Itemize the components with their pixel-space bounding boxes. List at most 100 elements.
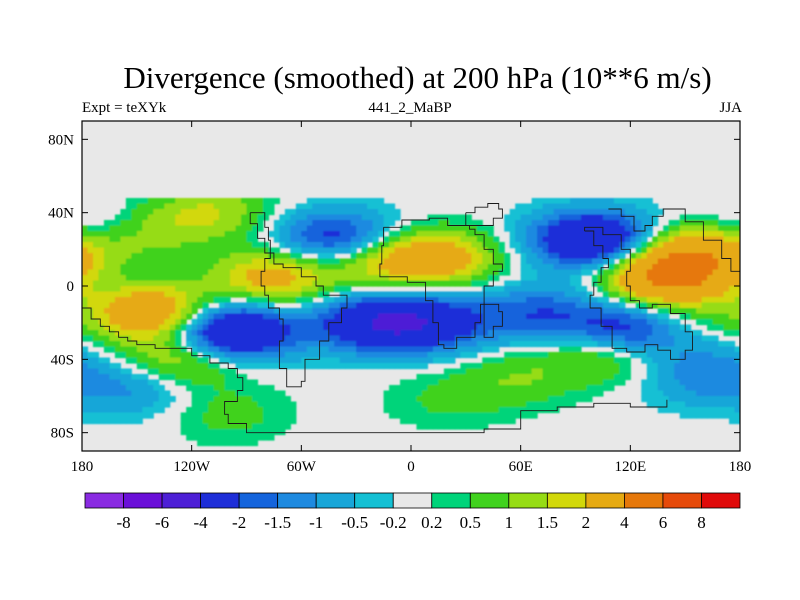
field-cell (312, 247, 319, 254)
field-cell (224, 242, 231, 249)
field-cell (186, 264, 193, 271)
field-cell (208, 247, 215, 254)
field-cell (641, 330, 648, 337)
field-cell (306, 297, 313, 304)
field-cell (158, 214, 165, 221)
field-cell (109, 220, 116, 227)
field-cell (460, 324, 467, 331)
field-cell (575, 253, 582, 260)
field-cell (679, 308, 686, 315)
field-cell (191, 401, 198, 408)
field-cell (136, 357, 143, 364)
field-cell (624, 324, 631, 331)
field-cell (186, 209, 193, 216)
field-cell (328, 242, 335, 249)
field-cell (197, 324, 204, 331)
field-cell (548, 297, 555, 304)
field-cell (476, 291, 483, 298)
field-cell (109, 269, 116, 276)
field-cell (432, 423, 440, 430)
field-cell (92, 418, 100, 425)
field-cell (591, 302, 599, 309)
field-cell (668, 385, 675, 392)
field-cell (279, 253, 286, 260)
field-cell (613, 291, 620, 298)
field-cell (602, 231, 609, 238)
field-cell (707, 324, 714, 331)
field-cell (624, 291, 631, 298)
field-cell (564, 335, 571, 342)
field-cell (432, 324, 440, 331)
field-cell (164, 352, 171, 359)
field-cell (235, 286, 242, 293)
field-cell (668, 247, 675, 254)
field-cell (114, 236, 121, 243)
field-cell (290, 418, 297, 425)
field-cell (213, 291, 220, 298)
field-cell (668, 269, 675, 276)
field-cell (158, 236, 165, 243)
field-cell (613, 374, 620, 381)
field-cell (734, 390, 740, 397)
field-cell (685, 264, 692, 271)
field-cell (476, 220, 483, 227)
field-cell (701, 269, 708, 276)
field-cell (273, 335, 280, 342)
field-cell (383, 225, 390, 232)
field-cell (471, 324, 478, 331)
field-cell (131, 236, 138, 243)
field-cell (520, 231, 527, 238)
field-cell (306, 357, 313, 364)
field-cell (345, 346, 352, 353)
field-cell (219, 418, 226, 425)
field-cell (350, 357, 357, 364)
field-cell (257, 203, 264, 210)
field-cell (734, 297, 740, 304)
field-cell (158, 242, 165, 249)
field-cell (520, 242, 527, 249)
field-cell (367, 247, 374, 254)
field-cell (290, 280, 297, 287)
field-cell (531, 214, 538, 221)
field-cell (421, 374, 429, 381)
field-cell (515, 324, 522, 331)
field-cell (153, 330, 160, 337)
field-cell (383, 324, 390, 331)
field-cell (476, 319, 483, 326)
field-cell (208, 396, 215, 403)
field-cell (421, 319, 429, 326)
field-cell (350, 198, 357, 205)
field-cell (476, 418, 483, 425)
field-cell (246, 440, 253, 447)
field-cell (180, 220, 187, 227)
field-cell (471, 242, 478, 249)
field-cell (394, 407, 401, 414)
field-cell (432, 247, 440, 254)
field-cell (602, 236, 609, 243)
coastline (465, 203, 503, 226)
field-cell (504, 297, 511, 304)
field-cell (597, 225, 604, 232)
field-cell (164, 280, 171, 287)
field-cell (696, 341, 703, 348)
field-cell (608, 203, 615, 210)
field-cell (186, 269, 193, 276)
field-cell (526, 275, 533, 282)
field-cell (591, 225, 599, 232)
colorbar-label: -0.5 (341, 513, 368, 532)
field-cell (570, 330, 577, 337)
field-cell (482, 407, 489, 414)
field-cell (416, 236, 423, 243)
field-cell (476, 302, 483, 309)
field-cell (668, 341, 675, 348)
field-cell (575, 302, 582, 309)
field-cell (372, 341, 379, 348)
field-cell (246, 203, 253, 210)
field-cell (509, 368, 516, 375)
field-cell (186, 407, 193, 414)
field-cell (707, 253, 714, 260)
field-cell (405, 390, 412, 397)
field-cell (147, 236, 154, 243)
field-cell (224, 357, 231, 364)
field-cell (548, 385, 555, 392)
